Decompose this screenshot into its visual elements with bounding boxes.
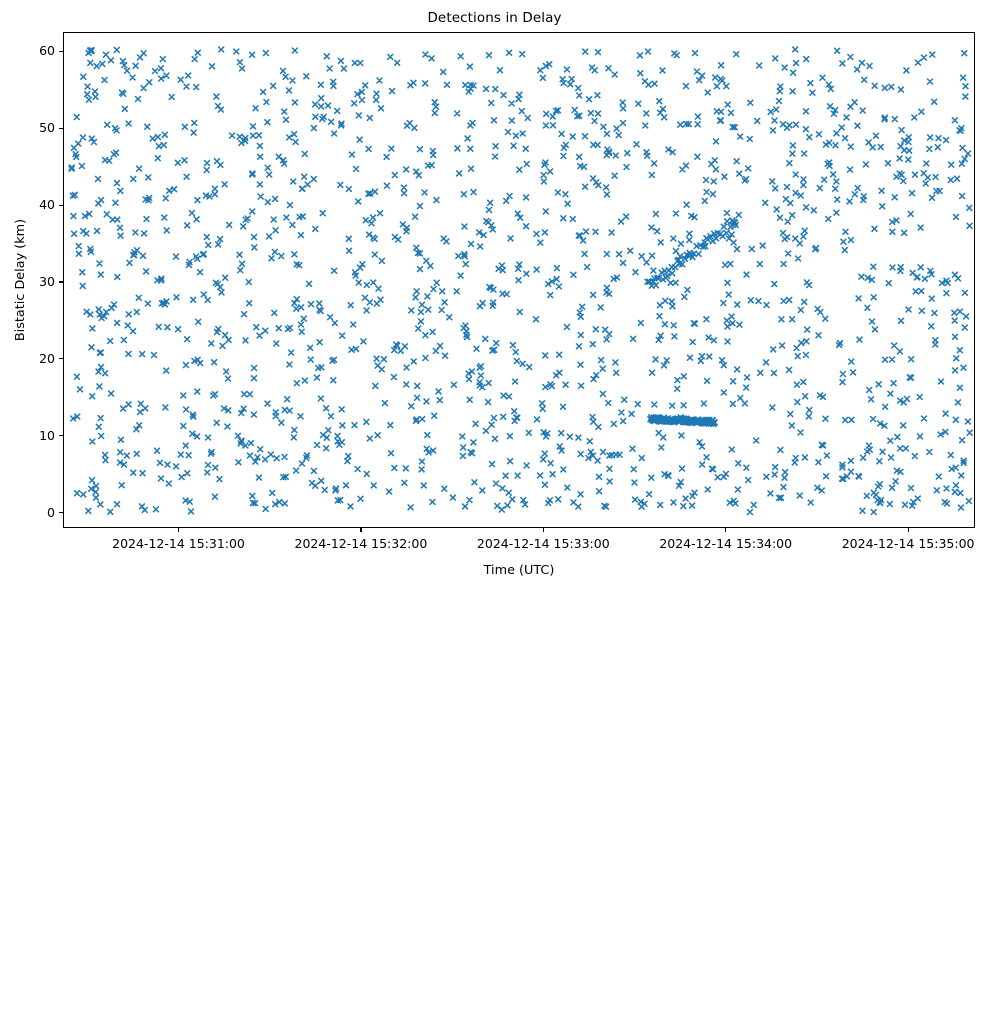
x-tick-mark — [725, 528, 727, 532]
y-tick-mark — [59, 281, 63, 283]
page-title: Detections in Delay — [427, 10, 562, 26]
y-tick-label: 10 — [39, 427, 55, 443]
x-tick-label: 2024-12-14 15:31:00 — [112, 536, 245, 551]
y-tick-mark — [59, 127, 63, 129]
x-tick-label: 2024-12-14 15:35:00 — [841, 536, 975, 551]
y-tick-label: 50 — [39, 120, 55, 136]
x-tick-label: 2024-12-14 15:34:00 — [659, 536, 793, 551]
y-tick-mark — [59, 50, 63, 52]
y-tick-label: 40 — [39, 197, 55, 213]
plot-area — [63, 32, 975, 528]
y-tick-label: 30 — [39, 273, 55, 289]
x-axis-label: Time (UTC) — [483, 563, 555, 578]
y-tick-label: 60 — [39, 43, 55, 59]
y-tick-label: 0 — [47, 504, 55, 520]
x-tick-mark — [542, 528, 544, 532]
x-tick-label: 2024-12-14 15:32:00 — [294, 536, 428, 551]
detection-markers — [68, 45, 974, 516]
x-tick-mark — [360, 528, 362, 532]
x-tick-label: 2024-12-14 15:33:00 — [476, 536, 610, 551]
x-tick-mark — [178, 528, 180, 532]
x-tick-mark — [907, 528, 909, 532]
y-axis-label-wrapper: Bistatic Delay (km) — [13, 219, 31, 1024]
y-tick-mark — [59, 435, 63, 437]
y-tick-mark — [59, 358, 63, 360]
y-tick-label: 20 — [39, 350, 55, 366]
scatter-series — [68, 45, 974, 516]
y-tick-mark — [59, 512, 63, 514]
figure-canvas: Detections in Delay Bistatic Delay (km) … — [13, 10, 975, 578]
y-tick-mark — [59, 204, 63, 206]
